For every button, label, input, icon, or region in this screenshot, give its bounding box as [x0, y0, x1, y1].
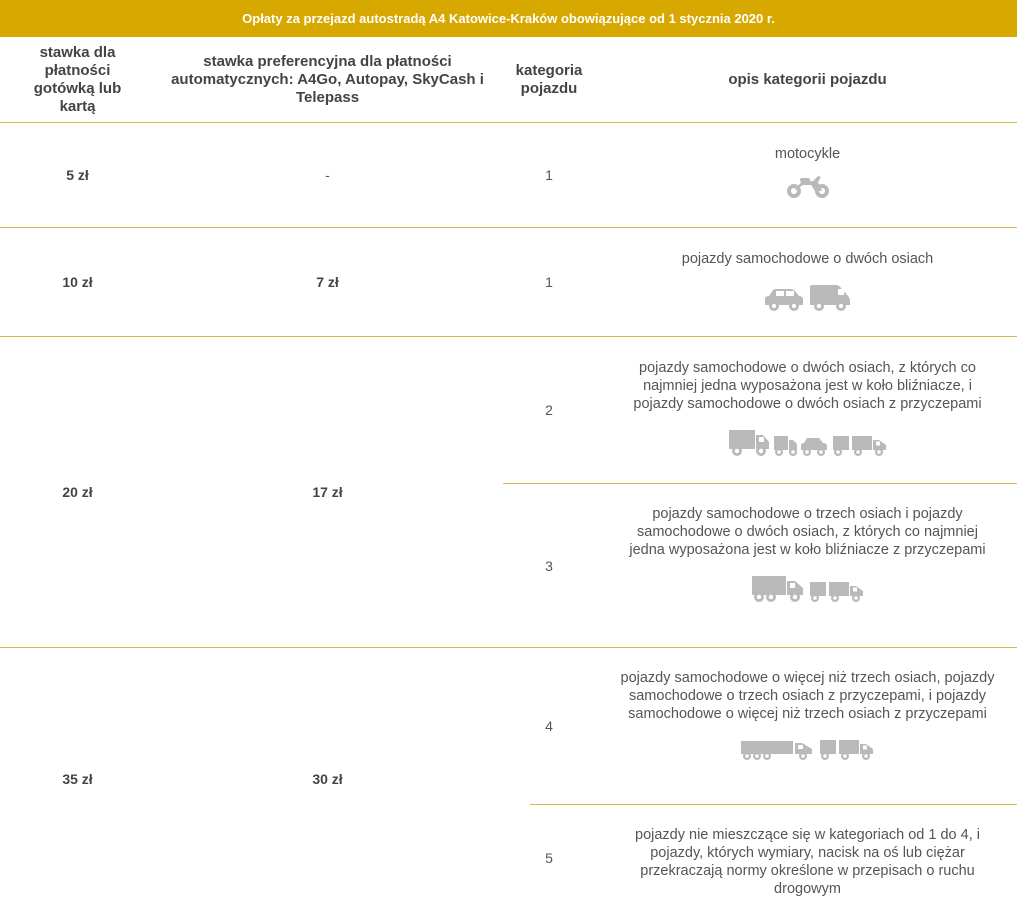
motorcycle-icon — [786, 176, 829, 198]
header-cash-label: stawka dla płatności gotówką lub kartą — [33, 43, 122, 115]
car-icon — [765, 289, 803, 311]
truck-with-car-trailer-icon — [773, 436, 827, 456]
semi-truck-icon — [740, 741, 812, 760]
header-preferential-label: stawka preferencyjna dla płatności autom… — [171, 52, 484, 106]
truck-with-trailer-icon — [809, 582, 863, 602]
row4a-description: pojazdy samochodowe o więcej niż trzech … — [598, 669, 1017, 761]
truck-with-trailer-icon — [819, 740, 873, 760]
row4a-category: 4 — [545, 718, 553, 734]
row2-category: 1 — [545, 274, 553, 290]
row4b-description-text: pojazdy nie mieszczące się w kategoriach… — [635, 827, 980, 897]
row2-description: pojazdy samochodowe o dwóch osiach — [598, 250, 1017, 312]
van-icon — [810, 285, 850, 311]
row2-preferential: 7 zł — [316, 274, 339, 290]
row3a-description: pojazdy samochodowe o dwóch osiach, z kt… — [598, 359, 1017, 457]
header-description-label: opis kategorii pojazdu — [728, 70, 887, 88]
row1-preferential: - — [325, 167, 330, 183]
row3-subdivider — [503, 483, 1017, 484]
row1-cash: 5 zł — [66, 167, 89, 183]
row1-description: motocykle — [598, 145, 1017, 199]
row3b-description-text: pojazdy samochodowe o trzech osiach i po… — [629, 506, 986, 558]
row1-description-text: motocykle — [774, 146, 841, 162]
truck-with-trailer-icon — [832, 436, 886, 456]
table-title: Opłaty za przejazd autostradą A4 Katowic… — [0, 0, 1017, 37]
row3a-category: 2 — [545, 402, 553, 418]
row4-cash: 35 zł — [62, 771, 93, 787]
row3b-category: 3 — [545, 557, 553, 574]
truck-icon — [728, 430, 769, 456]
three-axle-truck-icon — [751, 576, 803, 602]
header-preferential: stawka preferencyjna dla płatności autom… — [155, 37, 500, 122]
row2-divider — [0, 336, 1017, 337]
header-category: kategoria pojazdu — [500, 37, 598, 122]
row4-subdivider — [530, 804, 1017, 805]
row2-description-text: pojazdy samochodowe o dwóch osiach — [681, 251, 934, 267]
row4b-description: pojazdy nie mieszczące się w kategoriach… — [598, 826, 1017, 898]
row3-cash: 20 zł — [62, 484, 93, 500]
row3b-description: pojazdy samochodowe o trzech osiach i po… — [598, 505, 1017, 603]
header-cash: stawka dla płatności gotówką lub kartą — [0, 37, 155, 122]
header-divider — [0, 122, 1017, 123]
row2-cash: 10 zł — [62, 274, 93, 290]
row4a-description-text: pojazdy samochodowe o więcej niż trzech … — [620, 670, 995, 722]
row4-preferential: 30 zł — [312, 771, 343, 787]
header-category-label: kategoria pojazdu — [515, 61, 583, 97]
header-description: opis kategorii pojazdu — [598, 37, 1017, 122]
row3-divider — [0, 647, 1017, 648]
row1-category: 1 — [545, 167, 553, 183]
row4b-category: 5 — [545, 849, 553, 866]
row3a-description-text: pojazdy samochodowe o dwóch osiach, z kt… — [633, 360, 982, 412]
row3-preferential: 17 zł — [312, 484, 343, 500]
row1-divider — [0, 227, 1017, 228]
